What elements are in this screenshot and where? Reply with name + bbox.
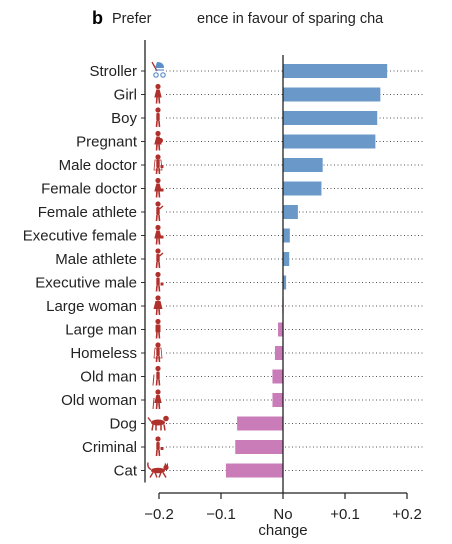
bar-large-man	[278, 322, 283, 337]
category-label-male-athlete: Male athlete	[55, 251, 137, 268]
stroller-icon	[151, 61, 166, 78]
dog-icon	[147, 415, 169, 431]
category-label-executive-female: Executive female	[23, 228, 137, 245]
category-label-large-man: Large man	[65, 322, 137, 339]
large-man-icon	[155, 318, 161, 339]
category-label-old-woman: Old woman	[61, 392, 137, 409]
category-label-cat: Cat	[114, 463, 138, 480]
category-label-girl: Girl	[114, 87, 137, 104]
girl-icon	[154, 83, 162, 104]
large-woman-icon	[153, 295, 163, 316]
category-label-female-doctor: Female doctor	[41, 181, 137, 198]
bar-pregnant	[283, 134, 376, 149]
male-athlete-icon	[155, 248, 164, 269]
bar-old-man	[272, 369, 283, 384]
cat-icon	[147, 462, 169, 478]
category-label-homeless: Homeless	[70, 345, 137, 362]
bar-dog	[237, 416, 283, 431]
executive-female-icon	[154, 224, 164, 245]
bar-boy	[283, 111, 378, 125]
x-tick-label: −0.2	[144, 506, 174, 523]
category-label-male-doctor: Male doctor	[59, 157, 137, 174]
chart-title-left: Prefer	[112, 11, 152, 27]
category-label-large-woman: Large woman	[46, 298, 137, 315]
bar-girl	[283, 87, 381, 102]
boy-icon	[155, 107, 161, 128]
homeless-icon	[153, 342, 163, 363]
category-label-old-man: Old man	[80, 369, 137, 386]
category-label-stroller: Stroller	[89, 63, 137, 80]
bar-male-doctor	[283, 158, 323, 172]
bar-female-doctor	[283, 181, 322, 196]
female-athlete-icon	[155, 201, 164, 222]
bar-old-woman	[272, 393, 283, 407]
category-label-pregnant: Pregnant	[76, 134, 138, 151]
guide-lines	[166, 70, 425, 471]
old-man-icon	[152, 365, 161, 386]
chart-title-right: ence in favour of sparing cha	[197, 11, 384, 27]
male-doctor-icon	[153, 154, 164, 175]
category-label-boy: Boy	[111, 110, 137, 127]
female-doctor-icon	[154, 177, 164, 198]
bar-executive-female	[283, 228, 290, 243]
bar-criminal	[235, 440, 283, 454]
x-tick-label: +0.1	[330, 506, 360, 523]
panel-letter: b	[92, 8, 103, 28]
x-tick-label: −0.1	[206, 506, 236, 523]
bar-stroller	[283, 64, 388, 78]
pregnant-woman-icon	[154, 130, 163, 151]
bar-male-athlete	[283, 252, 290, 266]
category-labels: Stroller Girl Boy Pregnant Male doctor Female…	[23, 63, 138, 480]
old-woman-icon	[152, 389, 162, 410]
bar-cat	[225, 463, 283, 478]
bar-executive-male	[283, 275, 287, 290]
bar-homeless	[274, 346, 283, 360]
character-icons	[147, 61, 169, 478]
bars	[225, 64, 388, 478]
x-tick-label: No	[273, 506, 292, 523]
category-label-criminal: Criminal	[82, 439, 137, 456]
category-label-executive-male: Executive male	[35, 275, 137, 292]
executive-male-icon	[155, 271, 164, 292]
x-tick-label: +0.2	[392, 506, 422, 523]
criminal-icon	[155, 436, 164, 457]
category-label-dog: Dog	[109, 416, 137, 433]
bar-female-athlete	[283, 205, 298, 219]
category-label-female-athlete: Female athlete	[38, 204, 137, 221]
x-tick-sublabel: change	[258, 522, 307, 539]
